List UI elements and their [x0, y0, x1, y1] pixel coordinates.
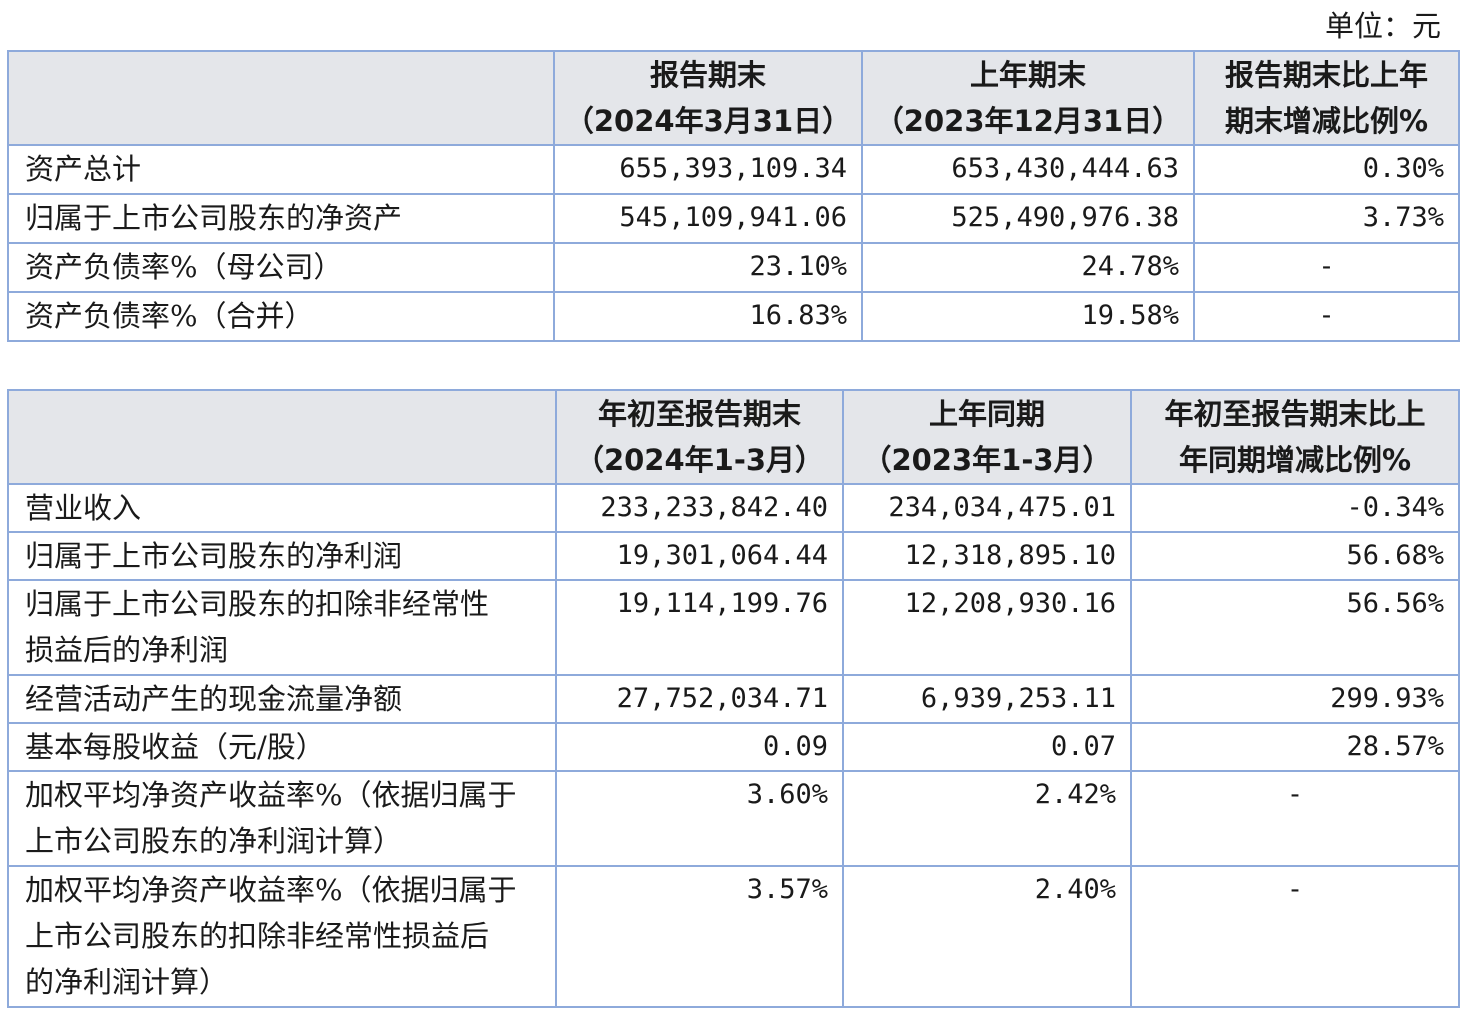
row-label: 基本每股收益（元/股）	[7, 722, 557, 772]
prior-value: 525,490,976.38	[861, 193, 1195, 244]
prior-value: 653,430,444.63	[861, 144, 1195, 195]
change-value: -0.34%	[1130, 483, 1460, 533]
current-value: 19,301,064.44	[555, 531, 844, 581]
table-row: 资产负债率%（母公司） 23.10% 24.78% -	[7, 242, 1460, 293]
table-row: 资产总计 655,393,109.34 653,430,444.63 0.30%	[7, 144, 1460, 195]
change-value: -	[1193, 291, 1460, 342]
prior-value: 6,939,253.11	[842, 674, 1132, 724]
row-label: 加权平均净资产收益率%（依据归属于 上市公司股东的净利润计算）	[7, 770, 557, 867]
header-blank-cell	[7, 389, 557, 485]
row-label: 资产负债率%（母公司）	[7, 242, 555, 293]
current-value: 3.57%	[555, 865, 844, 1008]
prior-value: 234,034,475.01	[842, 483, 1132, 533]
table-row: 归属于上市公司股东的净利润 19,301,064.44 12,318,895.1…	[7, 531, 1460, 581]
current-value: 19,114,199.76	[555, 579, 844, 676]
table-row: 加权平均净资产收益率%（依据归属于 上市公司股东的净利润计算） 3.60% 2.…	[7, 770, 1460, 867]
prior-value: 2.42%	[842, 770, 1132, 867]
change-value: -	[1130, 865, 1460, 1008]
current-value: 233,233,842.40	[555, 483, 844, 533]
current-value: 545,109,941.06	[553, 193, 863, 244]
prior-value: 2.40%	[842, 865, 1132, 1008]
header-change-ratio: 报告期末比上年 期末增减比例%	[1193, 50, 1460, 146]
row-label: 资产总计	[7, 144, 555, 195]
unit-label: 单位：元	[1324, 9, 1441, 43]
header-prior-year-end: 上年期末 （2023年12月31日）	[861, 50, 1195, 146]
change-value: -	[1193, 242, 1460, 293]
row-label: 营业收入	[7, 483, 557, 533]
row-label: 归属于上市公司股东的净利润	[7, 531, 557, 581]
row-label: 资产负债率%（合并）	[7, 291, 555, 342]
prior-value: 0.07	[842, 722, 1132, 772]
table-row: 资产负债率%（合并） 16.83% 19.58% -	[7, 291, 1460, 342]
row-label: 归属于上市公司股东的净资产	[7, 193, 555, 244]
table-header-row: 年初至报告期末 （2024年1-3月） 上年同期 （2023年1-3月） 年初至…	[7, 389, 1460, 485]
row-label: 经营活动产生的现金流量净额	[7, 674, 557, 724]
income-summary-table: 年初至报告期末 （2024年1-3月） 上年同期 （2023年1-3月） 年初至…	[7, 389, 1460, 1008]
change-value: 0.30%	[1193, 144, 1460, 195]
current-value: 655,393,109.34	[553, 144, 863, 195]
change-value: 299.93%	[1130, 674, 1460, 724]
table-row: 归属于上市公司股东的净资产 545,109,941.06 525,490,976…	[7, 193, 1460, 244]
current-value: 27,752,034.71	[555, 674, 844, 724]
header-report-period-end: 报告期末 （2024年3月31日）	[553, 50, 863, 146]
prior-value: 19.58%	[861, 291, 1195, 342]
change-value: 56.56%	[1130, 579, 1460, 676]
header-blank-cell	[7, 50, 555, 146]
prior-value: 12,318,895.10	[842, 531, 1132, 581]
current-value: 23.10%	[553, 242, 863, 293]
current-value: 16.83%	[553, 291, 863, 342]
prior-value: 24.78%	[861, 242, 1195, 293]
change-value: 28.57%	[1130, 722, 1460, 772]
row-label: 加权平均净资产收益率%（依据归属于 上市公司股东的扣除非经常性损益后 的净利润计…	[7, 865, 557, 1008]
current-value: 0.09	[555, 722, 844, 772]
change-value: 56.68%	[1130, 531, 1460, 581]
table-row: 营业收入 233,233,842.40 234,034,475.01 -0.34…	[7, 483, 1460, 533]
header-change-ratio: 年初至报告期末比上 年同期增减比例%	[1130, 389, 1460, 485]
change-value: 3.73%	[1193, 193, 1460, 244]
header-prior-year-same-period: 上年同期 （2023年1-3月）	[842, 389, 1132, 485]
table-row: 基本每股收益（元/股） 0.09 0.07 28.57%	[7, 722, 1460, 772]
change-value: -	[1130, 770, 1460, 867]
table-row: 加权平均净资产收益率%（依据归属于 上市公司股东的扣除非经常性损益后 的净利润计…	[7, 865, 1460, 1008]
table-header-row: 报告期末 （2024年3月31日） 上年期末 （2023年12月31日） 报告期…	[7, 50, 1460, 146]
prior-value: 12,208,930.16	[842, 579, 1132, 676]
balance-summary-table: 报告期末 （2024年3月31日） 上年期末 （2023年12月31日） 报告期…	[7, 50, 1460, 342]
row-label: 归属于上市公司股东的扣除非经常性 损益后的净利润	[7, 579, 557, 676]
table-row: 经营活动产生的现金流量净额 27,752,034.71 6,939,253.11…	[7, 674, 1460, 724]
current-value: 3.60%	[555, 770, 844, 867]
table-row: 归属于上市公司股东的扣除非经常性 损益后的净利润 19,114,199.76 1…	[7, 579, 1460, 676]
header-ytd: 年初至报告期末 （2024年1-3月）	[555, 389, 844, 485]
